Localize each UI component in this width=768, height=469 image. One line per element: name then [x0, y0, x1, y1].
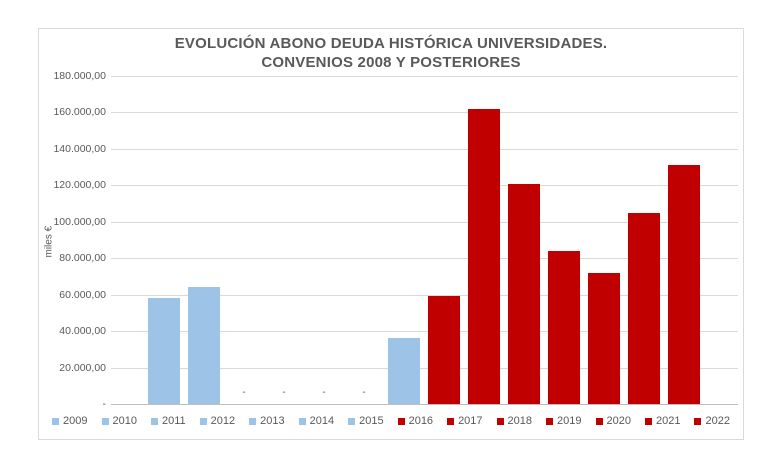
legend-label: 2010 — [112, 415, 137, 427]
legend-swatch-icon — [447, 417, 455, 425]
legend-swatch-icon — [101, 417, 109, 425]
bar-2009 — [148, 298, 180, 404]
legend-label: 2011 — [161, 415, 186, 427]
bar-slot-2016 — [424, 76, 464, 404]
legend-item-2012: 2012 — [199, 415, 236, 427]
legend-item-2016: 2016 — [397, 415, 434, 427]
gridlines — [111, 76, 738, 404]
y-axis-tick-label: 20.000,00 — [59, 362, 106, 374]
legend-swatch-icon — [546, 417, 554, 425]
chart-title-line-1: EVOLUCIÓN ABONO DEUDA HISTÓRICA UNIVERSI… — [174, 35, 608, 52]
legend-swatch-icon — [397, 417, 405, 425]
bar-2018 — [508, 184, 540, 404]
bar-2016 — [428, 296, 460, 404]
legend-swatch-icon — [645, 417, 652, 425]
gridline — [111, 149, 738, 150]
chart-title-line-2: CONVENIOS 2008 Y POSTERIORES — [261, 53, 521, 71]
bar-slot-2022 — [664, 76, 704, 404]
legend-item-2015: 2015 — [348, 415, 384, 427]
legend-label: 2015 — [359, 415, 384, 427]
legend-label: 2021 — [656, 415, 681, 427]
legend-swatch-icon — [52, 417, 60, 425]
bar-slot-2010 — [184, 76, 224, 404]
bar-slot-2012: - — [264, 76, 304, 404]
bar-slot-2018 — [504, 76, 544, 404]
bar-slot-2021 — [624, 76, 664, 404]
y-axis-labels: 180.000,00 160.000,00 140.000,00 120.000,00… — [39, 29, 106, 439]
y-axis-tick-label: 40.000,00 — [59, 325, 106, 337]
y-axis-tick-label: 60.000,00 — [59, 289, 106, 301]
gridline — [111, 76, 738, 77]
bar-2019 — [548, 251, 580, 404]
legend-item-2022: 2022 — [694, 415, 730, 427]
legend-item-2017: 2017 — [447, 415, 483, 427]
bars: ---- — [144, 76, 704, 404]
y-axis-tick-label: 120.000,00 — [53, 179, 106, 191]
bar-2022 — [668, 165, 700, 404]
legend-swatch-icon — [298, 417, 306, 425]
bar-slot-2015 — [384, 76, 424, 404]
plot-area: ---- — [111, 76, 738, 405]
chart-frame: EVOLUCIÓN ABONO DEUDA HISTÓRICA UNIVERSI… — [38, 28, 744, 440]
legend-label: 2016 — [408, 415, 434, 427]
bar-slot-2019 — [544, 76, 584, 404]
legend-label: 2009 — [63, 415, 88, 427]
legend-label: 2013 — [260, 415, 285, 427]
bar-2010 — [188, 287, 220, 404]
gridline — [111, 185, 738, 186]
zero-data-label-2014: - — [362, 387, 366, 398]
bar-slot-2017 — [464, 76, 504, 404]
y-axis-tick-label: 160.000,00 — [53, 106, 106, 118]
gridline — [111, 368, 738, 369]
y-axis-tick-label: - — [102, 398, 107, 410]
legend-item-2010: 2010 — [101, 415, 137, 427]
legend-item-2021: 2021 — [645, 415, 680, 427]
legend-swatch-icon — [150, 417, 158, 425]
bar-2015 — [388, 338, 420, 404]
legend-swatch-icon — [694, 417, 702, 425]
y-axis-tick-label: 100.000,00 — [53, 216, 106, 228]
legend-label: 2019 — [557, 415, 582, 427]
legend-label: 2020 — [606, 415, 631, 427]
gridline — [111, 331, 738, 332]
legend: 2009 2010 2011 2012 2013 2014 2015 2016 2017 2018… — [39, 415, 743, 427]
zero-data-label-2011: - — [242, 387, 246, 398]
y-axis-tick-label: 180.000,00 — [53, 70, 106, 82]
bar-2021 — [628, 213, 660, 404]
zero-data-label-2012: - — [282, 387, 286, 398]
gridline — [111, 222, 738, 223]
legend-label: 2018 — [507, 415, 533, 427]
legend-item-2011: 2011 — [150, 415, 186, 427]
bar-slot-2020 — [584, 76, 624, 404]
legend-item-2020: 2020 — [595, 415, 631, 427]
legend-swatch-icon — [496, 417, 504, 425]
legend-item-2019: 2019 — [546, 415, 582, 427]
legend-label: 2014 — [309, 415, 335, 427]
y-axis-tick-label: 80.000,00 — [59, 252, 106, 264]
legend-swatch-icon — [199, 417, 207, 425]
legend-item-2013: 2013 — [249, 415, 285, 427]
legend-item-2018: 2018 — [496, 415, 533, 427]
legend-label: 2022 — [705, 415, 730, 427]
gridline — [111, 112, 738, 113]
bar-slot-2009 — [144, 76, 184, 404]
legend-swatch-icon — [249, 417, 257, 425]
y-axis-tick-label: 140.000,00 — [53, 143, 106, 155]
bar-slot-2013: - — [304, 76, 344, 404]
legend-item-2009: 2009 — [52, 415, 88, 427]
legend-label: 2017 — [458, 415, 483, 427]
bar-2017 — [468, 109, 500, 404]
chart-title: EVOLUCIÓN ABONO DEUDA HISTÓRICA UNIVERSI… — [39, 35, 743, 73]
legend-swatch-icon — [595, 417, 603, 425]
gridline — [111, 295, 738, 296]
legend-swatch-icon — [348, 417, 356, 425]
bar-slot-2014: - — [344, 76, 384, 404]
bar-2020 — [588, 273, 620, 404]
legend-item-2014: 2014 — [298, 415, 335, 427]
legend-label: 2012 — [210, 415, 236, 427]
zero-data-label-2013: - — [322, 387, 326, 398]
bar-slot-2011: - — [224, 76, 264, 404]
gridline — [111, 258, 738, 259]
